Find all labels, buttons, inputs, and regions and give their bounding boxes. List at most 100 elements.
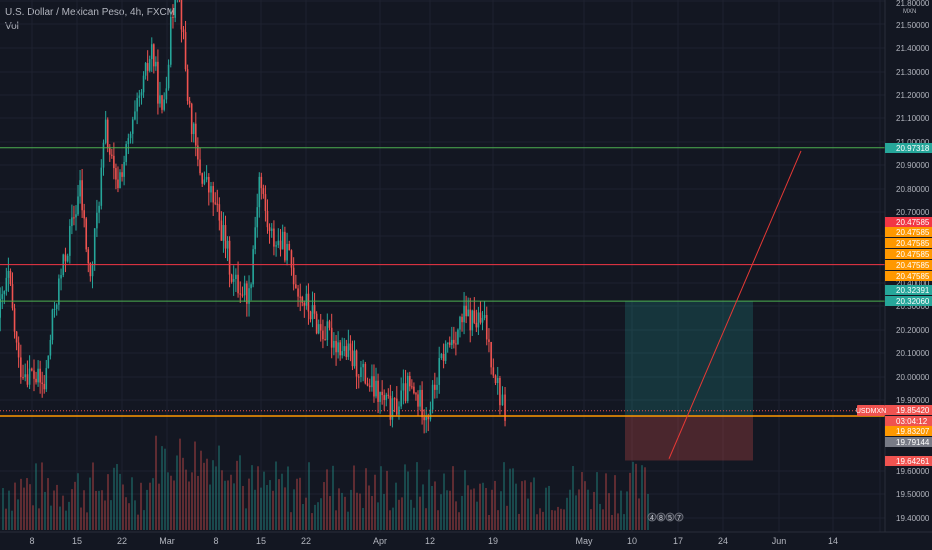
price-tick-label: 19.40000 bbox=[896, 514, 930, 523]
candle-body bbox=[277, 240, 280, 246]
take-profit-zone bbox=[625, 301, 753, 416]
candle-body bbox=[246, 283, 248, 304]
volume-bar bbox=[593, 491, 595, 530]
volume-bar bbox=[5, 508, 7, 530]
price-tick-label: 19.50000 bbox=[896, 490, 930, 499]
volume-bar bbox=[293, 489, 295, 530]
time-tick-label: 22 bbox=[117, 536, 127, 546]
candle-body bbox=[413, 386, 415, 394]
time-tick-label: Apr bbox=[373, 536, 387, 546]
candle-body bbox=[429, 409, 432, 420]
candle-body bbox=[9, 270, 12, 285]
price-tick-label: 19.90000 bbox=[896, 396, 930, 405]
volume-bar bbox=[455, 501, 457, 530]
volume-bar bbox=[308, 462, 310, 530]
volume-bar bbox=[398, 499, 400, 530]
volume-bar bbox=[437, 510, 439, 530]
price-badge-label: 20.47585 bbox=[896, 250, 930, 259]
candle-body bbox=[389, 395, 392, 420]
volume-bar bbox=[518, 513, 520, 530]
volume-bar bbox=[503, 462, 505, 530]
time-tick-label: 14 bbox=[828, 536, 838, 546]
candle-body bbox=[138, 95, 141, 98]
volume-bar bbox=[284, 487, 286, 530]
candle-body bbox=[220, 220, 223, 241]
volume-bar bbox=[251, 465, 253, 530]
candle-body bbox=[201, 173, 204, 184]
volume-bar bbox=[338, 488, 340, 530]
candle-body bbox=[232, 279, 235, 282]
candle-body bbox=[119, 172, 121, 189]
price-tick-label: 21.20000 bbox=[896, 91, 930, 100]
candle-body bbox=[3, 291, 6, 295]
candle-body bbox=[423, 417, 425, 421]
volume-bar bbox=[359, 493, 361, 530]
volume-bar bbox=[62, 495, 64, 530]
volume-bar bbox=[248, 478, 250, 530]
candle-body bbox=[266, 210, 269, 228]
candle-body bbox=[108, 148, 111, 155]
candle-body bbox=[284, 231, 286, 261]
candle-body bbox=[326, 321, 329, 341]
volume-bar bbox=[530, 482, 532, 530]
candle-body bbox=[299, 296, 302, 298]
event-marker bbox=[656, 512, 666, 522]
volume-bar bbox=[608, 493, 610, 530]
candle-body bbox=[450, 339, 453, 346]
volume-bar bbox=[497, 510, 499, 530]
volume-bar bbox=[8, 490, 10, 530]
volume-bar bbox=[95, 490, 97, 530]
volume-bar bbox=[425, 508, 427, 530]
volume-bar bbox=[329, 496, 331, 530]
volume-bar bbox=[410, 499, 412, 530]
candle-body bbox=[1, 294, 4, 299]
time-tick-label: 15 bbox=[256, 536, 266, 546]
volume-bar bbox=[170, 475, 172, 530]
candle-body bbox=[337, 342, 339, 353]
volume-bar bbox=[47, 478, 49, 530]
volume-bar bbox=[476, 501, 478, 530]
candle-body bbox=[188, 100, 191, 104]
candle-body bbox=[169, 16, 172, 65]
volume-bar bbox=[557, 506, 559, 530]
volume-bar bbox=[29, 484, 31, 530]
volume-bar bbox=[551, 510, 553, 530]
volume-bar bbox=[620, 490, 622, 530]
volume-bar bbox=[320, 498, 322, 530]
candle-body bbox=[106, 119, 109, 149]
volume-bar bbox=[35, 463, 37, 530]
price-tick-label: 21.30000 bbox=[896, 68, 930, 77]
event-marker-label: 5 bbox=[668, 515, 672, 522]
event-marker bbox=[665, 512, 675, 522]
volume-bar bbox=[563, 509, 565, 530]
volume-bar bbox=[326, 469, 328, 530]
volume-bar bbox=[122, 484, 124, 530]
volume-bar bbox=[527, 498, 529, 530]
candle-body bbox=[453, 339, 455, 344]
price-badge bbox=[885, 260, 932, 270]
volume-bar bbox=[269, 480, 271, 530]
candle-body bbox=[104, 119, 107, 143]
volume-bar bbox=[239, 455, 241, 530]
volume-bar bbox=[335, 510, 337, 530]
candle-body bbox=[85, 218, 88, 250]
volume-bar bbox=[68, 501, 70, 530]
price-badge-label: 20.32391 bbox=[896, 286, 930, 295]
candle-body bbox=[406, 375, 409, 402]
volume-bar bbox=[2, 488, 4, 530]
time-tick-label: Jun bbox=[772, 536, 787, 546]
price-badge-label: 20.32060 bbox=[896, 297, 930, 306]
time-axis bbox=[0, 532, 932, 550]
volume-bar bbox=[560, 508, 562, 530]
candle-body bbox=[159, 95, 161, 104]
candle-body bbox=[490, 342, 492, 368]
candle-body bbox=[479, 312, 482, 323]
volume-bar bbox=[71, 489, 73, 530]
candle-body bbox=[87, 249, 90, 264]
candle-body bbox=[341, 351, 344, 356]
volume-bar bbox=[380, 466, 382, 530]
price-badge-label: 19.83207 bbox=[896, 427, 930, 436]
candle-body bbox=[79, 180, 81, 197]
volume-bar bbox=[245, 508, 247, 530]
